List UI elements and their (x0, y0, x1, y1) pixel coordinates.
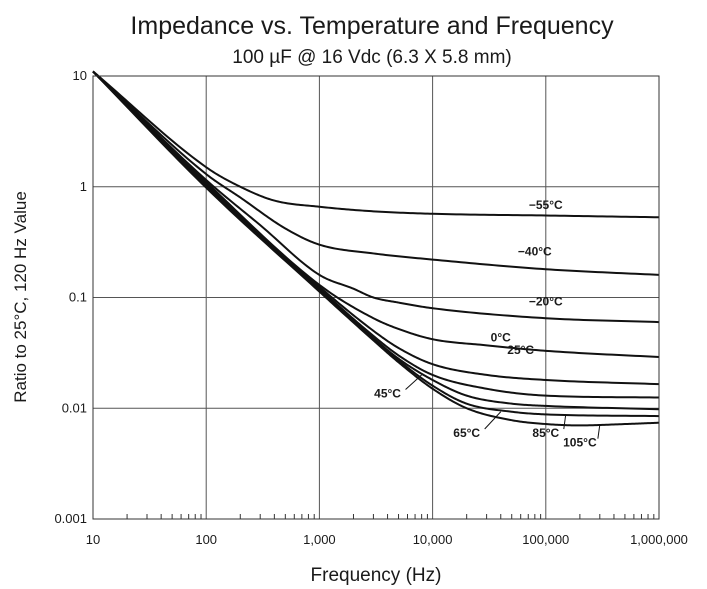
x-tick-label: 100 (195, 532, 217, 547)
x-tick-label: 100,000 (522, 532, 569, 547)
series-annotation-label: 25°C (507, 343, 534, 357)
y-tick-label: 0.1 (69, 290, 87, 305)
y-tick-label: 0.001 (54, 511, 87, 526)
series-line-105c (92, 70, 660, 427)
series-annotation-label: −55°C (529, 198, 563, 212)
series-annotation-label: 85°C (532, 426, 559, 440)
series-annotation-label: 105°C (563, 436, 597, 450)
chart-title: Impedance vs. Temperature and Frequency (130, 12, 614, 40)
annotation-layer: −55°C −40°C −20°C 0°C25°C 45°C 65°C 85°C 105°C (374, 198, 601, 450)
x-tick-label: 10 (86, 532, 100, 547)
series-annotation-label: 0°C (491, 331, 511, 345)
annotation-leader (563, 414, 567, 430)
tick-layer: 10 100 1,000 10,000 100,000 1,000,000 10 1 0.1 0.… (54, 68, 687, 547)
series-line-minus-55c (92, 70, 660, 219)
series-line-minus-20c (92, 70, 660, 324)
chart-subtitle: 100 µF @ 16 Vdc (6.3 X 5.8 mm) (232, 47, 511, 68)
y-tick-label: 0.01 (62, 400, 87, 415)
annotation-leader (484, 411, 502, 430)
x-tick-label: 1,000 (303, 532, 336, 547)
series-line-minus-40c (92, 70, 660, 276)
y-tick-label: 1 (80, 179, 87, 194)
series-line-0c (92, 70, 660, 359)
annotation-leader (597, 424, 601, 439)
series-layer (92, 70, 660, 427)
y-axis-label: Ratio to 25°C, 120 Hz Value (11, 191, 30, 403)
series-line-65c (92, 70, 660, 411)
series-annotation-label: 65°C (453, 426, 480, 440)
x-tick-label: 1,000,000 (630, 532, 688, 547)
series-line-25c (92, 70, 660, 386)
series-annotation-label: −20°C (529, 294, 563, 308)
annotation-leader (405, 374, 422, 390)
series-annotation-label: 45°C (374, 387, 401, 401)
x-axis-label: Frequency (Hz) (311, 565, 442, 586)
plot-frame (92, 75, 660, 520)
x-tick-label: 10,000 (413, 532, 453, 547)
series-annotation-label: −40°C (518, 244, 552, 258)
series-line-85c (92, 70, 660, 418)
y-tick-label: 10 (73, 68, 87, 83)
series-line-45c (92, 70, 660, 399)
